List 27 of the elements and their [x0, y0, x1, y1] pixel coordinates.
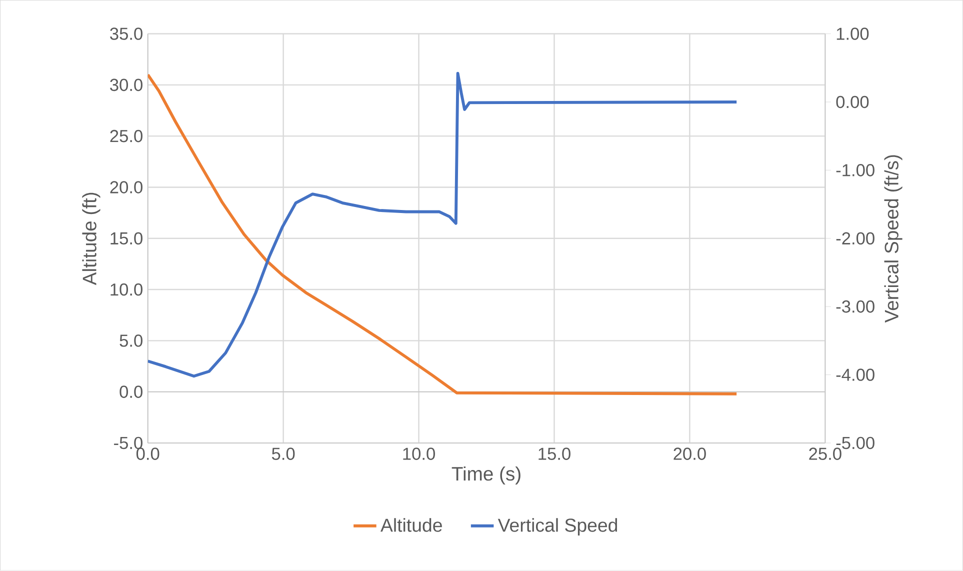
y-tick-label: 20.0 — [110, 181, 142, 194]
y-tick-label: 15.0 — [110, 232, 142, 245]
y-tick-label: 0.0 — [120, 386, 142, 398]
y-axis-title: Altitude (ft) — [82, 192, 100, 286]
y2-tick-label: -2.00 — [836, 232, 874, 245]
x-tick-label: 5.0 — [272, 448, 295, 460]
x-tick-label: 15.0 — [538, 448, 570, 460]
y-tick-label: 5.0 — [120, 334, 142, 347]
y2-tick-label: -1.00 — [836, 164, 874, 176]
y-tick-label: 10.0 — [110, 283, 142, 296]
x-tick-label: 20.0 — [674, 448, 706, 460]
legend-label: Vertical Speed — [498, 518, 618, 536]
y-tick-label: 35.0 — [110, 28, 142, 40]
y2-tick-label: 1.00 — [836, 28, 869, 40]
y2-tick-label: -4.00 — [836, 368, 874, 382]
y-tick-label: 30.0 — [110, 78, 142, 92]
legend-label: Altitude — [380, 518, 442, 532]
y2-axis-title: Vertical Speed (ft/s) — [884, 155, 902, 323]
x-tick-label: 0.0 — [136, 448, 160, 460]
x-axis-title: Time (s) — [452, 466, 520, 485]
y-tick-label: -5.0 — [114, 436, 142, 450]
y-tick-label: 25.0 — [110, 130, 142, 142]
y2-tick-label: -3.00 — [836, 300, 874, 313]
x-tick-label: 25.0 — [809, 448, 842, 460]
y2-tick-label: -5.00 — [836, 436, 874, 450]
y2-tick-label: 0.00 — [836, 96, 869, 108]
x-tick-label: 10.0 — [403, 448, 435, 460]
